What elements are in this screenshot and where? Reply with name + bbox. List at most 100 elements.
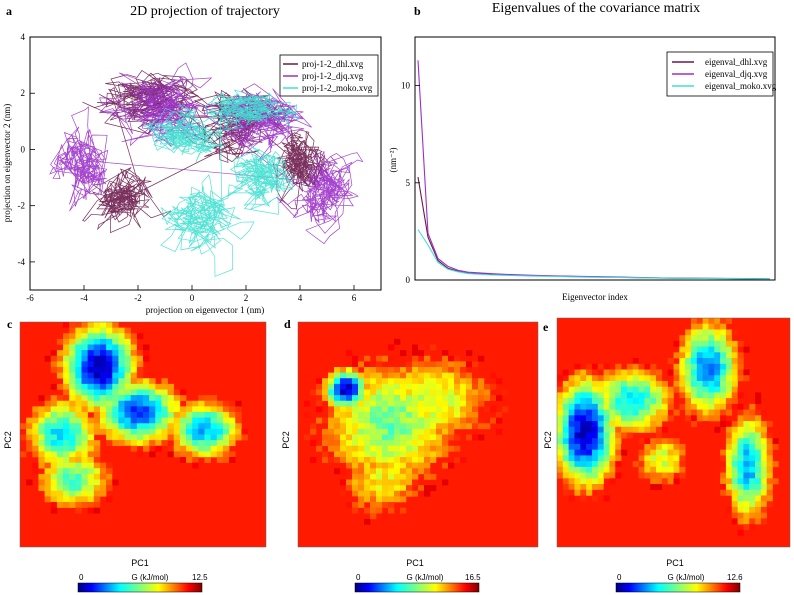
heatmap-cell (143, 417, 150, 424)
heatmap-cell (376, 355, 383, 362)
heatmap-cell (400, 445, 407, 452)
heatmap-cell (63, 479, 70, 486)
heatmap-cell (75, 361, 82, 368)
heatmap-cell (743, 455, 750, 462)
heatmap-cell (755, 421, 762, 428)
heatmap-cell (679, 380, 686, 387)
heatmap-cell (586, 415, 593, 422)
heatmap-cell (75, 344, 82, 351)
heatmap-cell (737, 403, 744, 410)
heatmap-cell (656, 415, 663, 422)
heatmap-cell (155, 383, 162, 390)
heatmap-cell (50, 434, 58, 441)
heatmap-cell (376, 479, 383, 486)
heatmap-cell (720, 478, 727, 485)
heatmap-cell (743, 432, 750, 439)
heatmap-cell (210, 451, 218, 458)
heatmap-cell (26, 423, 33, 430)
heatmap-cell (454, 367, 461, 373)
heatmap-cell (136, 406, 144, 413)
heatmap-cell (388, 434, 395, 441)
heatmap-cell (638, 409, 645, 416)
heatmap-cell (106, 389, 113, 396)
heatmap-cell (685, 340, 692, 347)
heatmap-cell (63, 462, 70, 469)
heatmap-cell (725, 329, 733, 336)
heatmap-cell (364, 378, 371, 385)
heatmap-cell (87, 367, 95, 373)
heatmap-cell (346, 372, 353, 379)
heatmap-cell (56, 395, 64, 402)
panel-letter-e: e (543, 320, 549, 334)
heatmap-cell (106, 372, 113, 379)
chart-d-y-label: PC2 (281, 431, 291, 449)
heatmap-cell (382, 395, 389, 402)
heatmap-cell (725, 484, 733, 491)
heatmap-cell (673, 478, 680, 485)
heatmap-cell (673, 380, 680, 387)
heatmap-cell (235, 423, 242, 430)
heatmap-cell (603, 455, 610, 462)
heatmap-cell (749, 409, 756, 416)
heatmap-cell (93, 322, 101, 328)
heatmap-cell (743, 375, 750, 382)
heatmap-cell (650, 398, 657, 405)
heatmap-cell (708, 380, 715, 387)
heatmap-cell (50, 383, 58, 390)
heatmap-cell (376, 361, 383, 368)
heatmap-cell (167, 395, 175, 402)
heatmap-cell (696, 415, 703, 422)
heatmap-cell (632, 426, 639, 433)
heatmap-cell (63, 389, 70, 396)
heatmap-cell (69, 338, 76, 345)
heatmap-cell (173, 412, 181, 418)
heatmap-cell (161, 417, 168, 424)
heatmap-cell (198, 400, 205, 407)
heatmap-cell (161, 400, 168, 407)
heatmap-cell (644, 398, 651, 405)
heatmap-cell (609, 375, 616, 382)
heatmap-cell (442, 462, 449, 469)
heatmap-cell (656, 409, 663, 416)
heatmap-cell (731, 478, 738, 485)
heatmap-cell (69, 333, 76, 340)
heatmap-cell (597, 403, 604, 410)
heatmap-cell (81, 400, 88, 407)
heatmap-cell (557, 398, 564, 405)
heatmap-cell (87, 479, 95, 486)
chart-a-x-ticks: -6 -4 -2 0 2 4 6 (26, 285, 357, 303)
heatmap-cell (198, 423, 205, 430)
chart-a-title: 2D projection of trajectory (130, 4, 280, 19)
heatmap-cell (603, 438, 610, 445)
heatmap-cell (436, 412, 443, 418)
heatmap-cell (586, 363, 593, 370)
heatmap-cell (44, 423, 52, 430)
heatmap-cell (93, 440, 101, 447)
heatmap-cell (743, 501, 750, 508)
heatmap-cell (118, 400, 125, 407)
heatmap-cell (38, 395, 45, 402)
heatmap-cell (725, 403, 733, 410)
heatmap-cell (720, 449, 727, 456)
heatmap-cell (364, 367, 371, 373)
heatmap-cell (118, 428, 125, 435)
heatmap-cell (235, 428, 242, 435)
heatmap-cell (714, 340, 721, 347)
heatmap-cell (69, 400, 76, 407)
heatmap-cell (50, 502, 58, 508)
heatmap-cell (394, 389, 401, 396)
heatmap-cell (124, 361, 131, 368)
heatmap-cell (364, 395, 371, 402)
heatmap-cell (340, 423, 347, 430)
heatmap-cell (562, 392, 569, 399)
heatmap-cell (755, 438, 762, 445)
heatmap-cell (638, 449, 645, 456)
heatmap-cell (430, 423, 437, 430)
heatmap-cell (725, 369, 733, 376)
heatmap-cell (173, 406, 181, 413)
heatmap-cell (75, 473, 82, 480)
heatmap-cell (364, 417, 371, 424)
heatmap-cell (749, 466, 756, 473)
heatmap-cell (702, 352, 709, 359)
